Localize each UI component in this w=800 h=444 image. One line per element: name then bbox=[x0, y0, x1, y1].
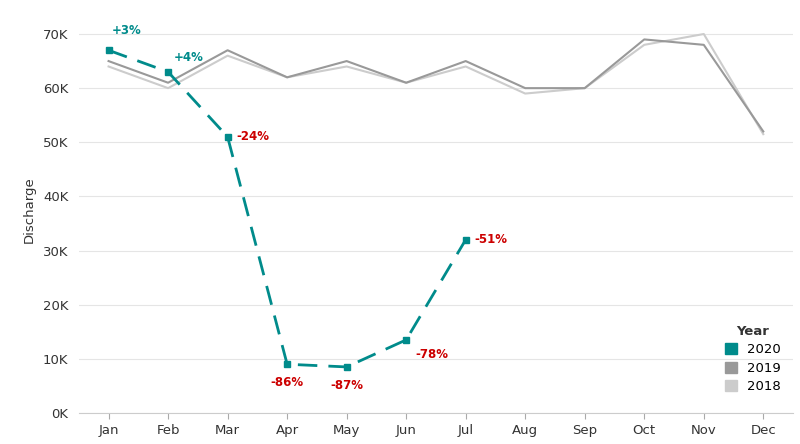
Text: +4%: +4% bbox=[174, 51, 204, 64]
Y-axis label: Discharge: Discharge bbox=[23, 177, 36, 243]
Text: -78%: -78% bbox=[415, 348, 448, 361]
Text: -51%: -51% bbox=[474, 233, 508, 246]
Text: -24%: -24% bbox=[237, 131, 270, 143]
Text: -86%: -86% bbox=[270, 376, 304, 389]
Text: +3%: +3% bbox=[111, 24, 142, 37]
Legend: 2020, 2019, 2018: 2020, 2019, 2018 bbox=[720, 320, 786, 398]
Text: -87%: -87% bbox=[330, 379, 363, 392]
